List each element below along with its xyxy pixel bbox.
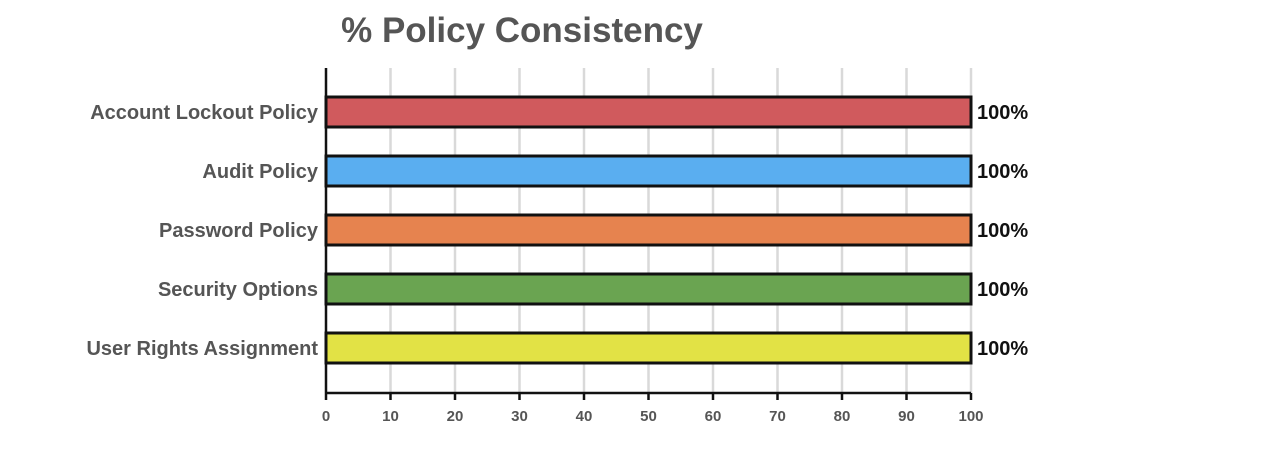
x-tick-label: 70 [769,408,786,425]
bar [324,95,973,129]
chart-title: % Policy Consistency [341,11,703,50]
category-label: Audit Policy [202,161,318,183]
x-tick-label: 50 [640,408,657,425]
x-tick-label: 80 [834,408,851,425]
bar [324,213,973,247]
category-label: User Rights Assignment [86,338,318,360]
data-label: 100% [977,220,1028,242]
data-label: 100% [977,338,1028,360]
x-tick-label: 10 [382,408,399,425]
bar [324,331,973,365]
bar [324,272,973,306]
x-tick-label: 60 [705,408,722,425]
x-tick-label: 20 [447,408,464,425]
category-label: Password Policy [159,220,319,242]
label-layer: Account Lockout Policy 100% Audit Policy 10… [86,102,1028,360]
x-tick-label: 40 [576,408,593,425]
x-tick-label: 30 [511,408,528,425]
data-label: 100% [977,102,1028,124]
x-tick-label: 0 [322,408,330,425]
bar-layer [324,95,973,365]
x-tick-label: 90 [898,408,915,425]
x-tick-label: 100 [958,408,983,425]
data-label: 100% [977,279,1028,301]
category-label: Security Options [158,279,318,301]
category-label: Account Lockout Policy [90,102,319,124]
data-label: 100% [977,161,1028,183]
bar [324,154,973,188]
